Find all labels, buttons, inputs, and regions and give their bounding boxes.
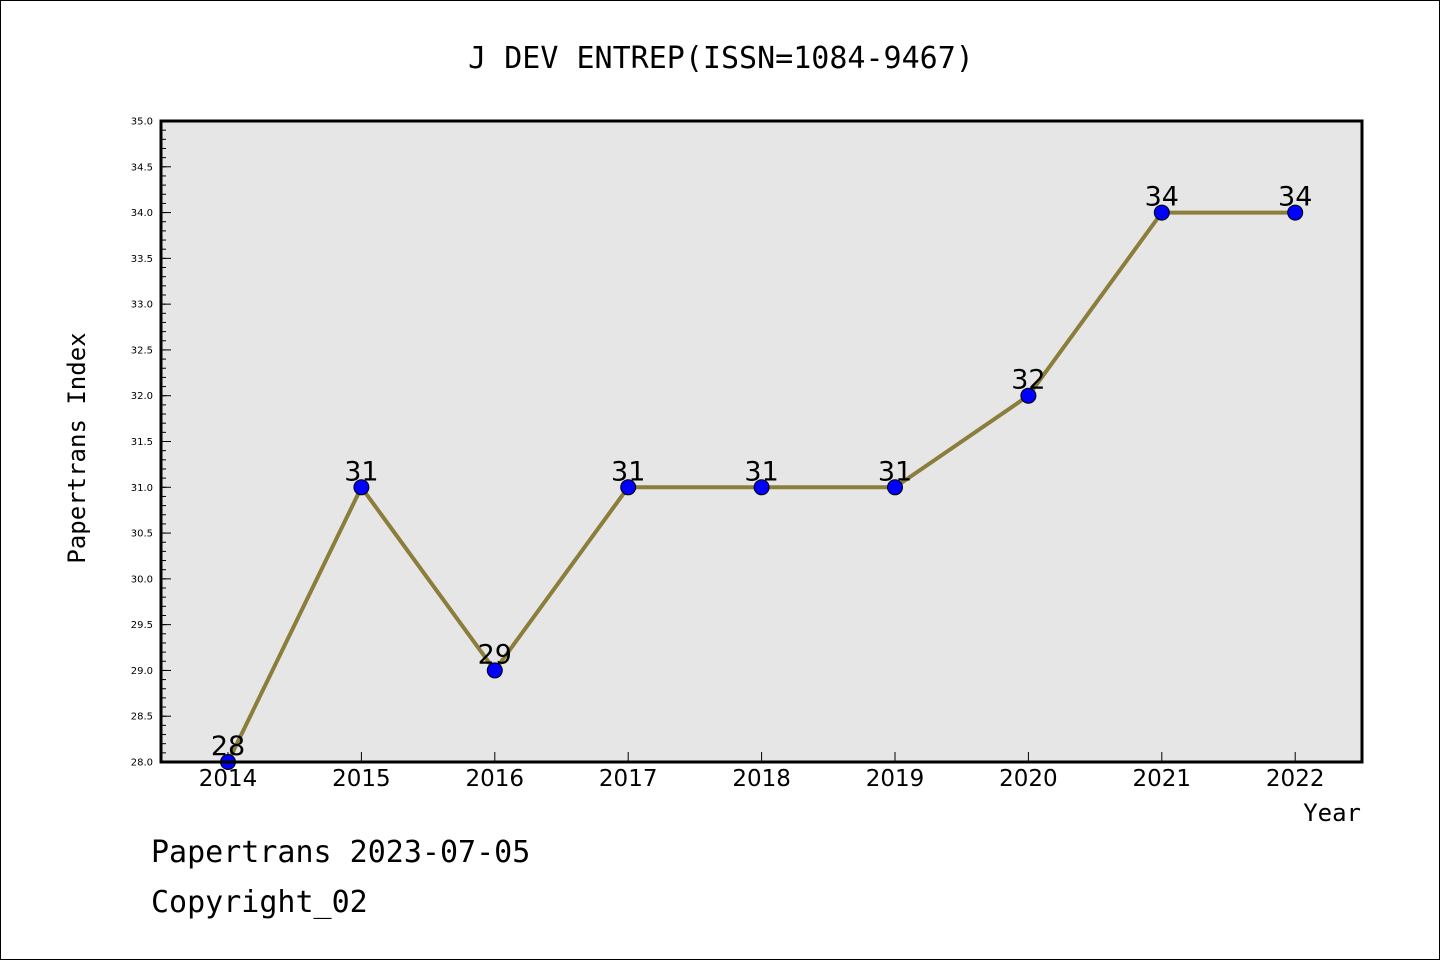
footer-date-text: Papertrans 2023-07-05 [151, 835, 531, 870]
x-tick-label: 2019 [866, 766, 925, 792]
y-tick-label: 28.5 [131, 712, 153, 723]
data-label: 31 [878, 456, 912, 487]
y-axis-label: Papertrans Index [63, 332, 91, 563]
chart-title: J DEV ENTREP(ISSN=1084-9467) [468, 41, 974, 76]
y-tick-label: 34.0 [131, 208, 153, 219]
plot-border [159, 119, 1364, 764]
footer-copyright-text: Copyright_02 [151, 885, 368, 920]
data-point-marker [486, 662, 503, 679]
data-point-marker [1287, 204, 1304, 221]
series-markers-group [220, 204, 1304, 770]
x-tick-label: 2022 [1266, 766, 1325, 792]
y-tick-label: 31.0 [131, 483, 153, 494]
data-label: 34 [1145, 182, 1179, 213]
data-label: 31 [611, 456, 645, 487]
y-tick-label: 32.0 [131, 391, 153, 402]
data-point-marker [1020, 387, 1037, 404]
x-axis-label: Year [1303, 799, 1361, 827]
y-tick-label: 29.0 [131, 666, 153, 677]
y-tick-label: 31.5 [131, 437, 153, 448]
x-axis-ticks: 2014 2015 2016 2017 2018 2019 2020 2021 2022 [199, 752, 1325, 792]
x-tick-label: 2017 [599, 766, 658, 792]
x-tick-label: 2016 [466, 766, 525, 792]
data-point-marker [887, 479, 903, 496]
y-tick-label: 30.5 [131, 529, 153, 540]
data-label: 31 [744, 456, 778, 487]
y-tick-label: 32.5 [131, 345, 153, 356]
x-tick-label: 2018 [732, 766, 791, 792]
data-point-marker [353, 479, 370, 496]
y-tick-label: 35.0 [131, 117, 153, 128]
data-point-marker [1153, 204, 1170, 221]
data-point-marker [753, 479, 770, 496]
data-labels-group: 28 31 29 31 31 31 32 34 34 [211, 182, 1313, 762]
data-point-marker [620, 479, 637, 496]
data-label: 28 [211, 731, 245, 762]
x-tick-label: 2015 [332, 766, 391, 792]
data-label: 34 [1278, 182, 1312, 213]
plot-area [161, 121, 1362, 762]
x-tick-label: 2021 [1133, 766, 1192, 792]
y-tick-label: 28.0 [131, 758, 153, 769]
y-tick-label: 30.0 [131, 574, 153, 585]
data-label: 32 [1011, 365, 1045, 396]
x-tick-label: 2014 [199, 766, 258, 792]
y-tick-label: 34.5 [131, 162, 153, 173]
data-label: 31 [344, 456, 378, 487]
y-tick-label: 33.0 [131, 300, 153, 311]
y-tick-label: 29.5 [131, 620, 153, 631]
data-label: 29 [478, 639, 512, 670]
x-tick-label: 2020 [999, 766, 1058, 792]
y-axis-ticks: 28.0 28.5 29.0 29.5 30.0 30.5 31.0 31.5 32.0 32.5… [131, 117, 171, 769]
y-tick-label: 33.5 [131, 254, 153, 265]
